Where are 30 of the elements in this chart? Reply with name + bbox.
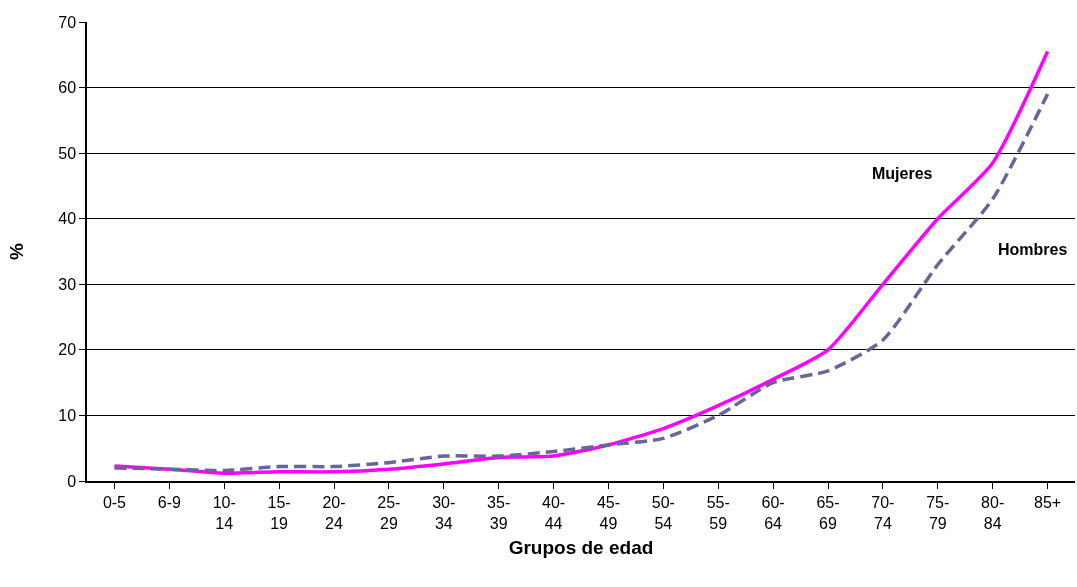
- x-tick-label: 10- 14: [212, 493, 236, 532]
- y-tick-label: 40: [58, 210, 77, 228]
- x-tick-label: 75- 79: [926, 493, 950, 532]
- x-tick-label: 40- 44: [542, 493, 566, 532]
- x-tick-label: 30- 34: [432, 493, 456, 532]
- x-tick-label: 80- 84: [981, 493, 1005, 532]
- x-tick-label: 85+: [1033, 493, 1062, 511]
- series-label: Mujeres: [872, 165, 933, 182]
- x-tick-label: 20- 24: [322, 493, 346, 532]
- y-tick-label: 10: [58, 407, 77, 425]
- series-label: Hombres: [998, 241, 1068, 258]
- y-tick-label: 30: [58, 275, 77, 293]
- x-tick-label: 35- 39: [487, 493, 511, 532]
- y-axis-title: %: [5, 242, 27, 260]
- y-tick-label: 70: [58, 13, 77, 31]
- x-tick-label: 6-9: [157, 493, 181, 511]
- x-tick-label: 50- 54: [651, 493, 675, 532]
- y-tick-label: 0: [67, 472, 77, 490]
- x-axis-title: Grupos de edad: [508, 537, 654, 559]
- x-tick-label: 70- 74: [871, 493, 895, 532]
- x-tick-label: 65- 69: [816, 493, 840, 532]
- x-tick-label: 15- 19: [267, 493, 291, 532]
- x-tick-label: 25- 29: [377, 493, 401, 532]
- y-tick-label: 20: [58, 341, 77, 359]
- x-tick-label: 0-5: [102, 493, 127, 511]
- y-tick-label: 60: [58, 79, 77, 97]
- x-tick-label: 60- 64: [761, 493, 785, 532]
- x-tick-label: 45- 49: [596, 493, 620, 532]
- y-tick-label: 50: [58, 144, 77, 162]
- x-tick-label: 55- 59: [706, 493, 730, 532]
